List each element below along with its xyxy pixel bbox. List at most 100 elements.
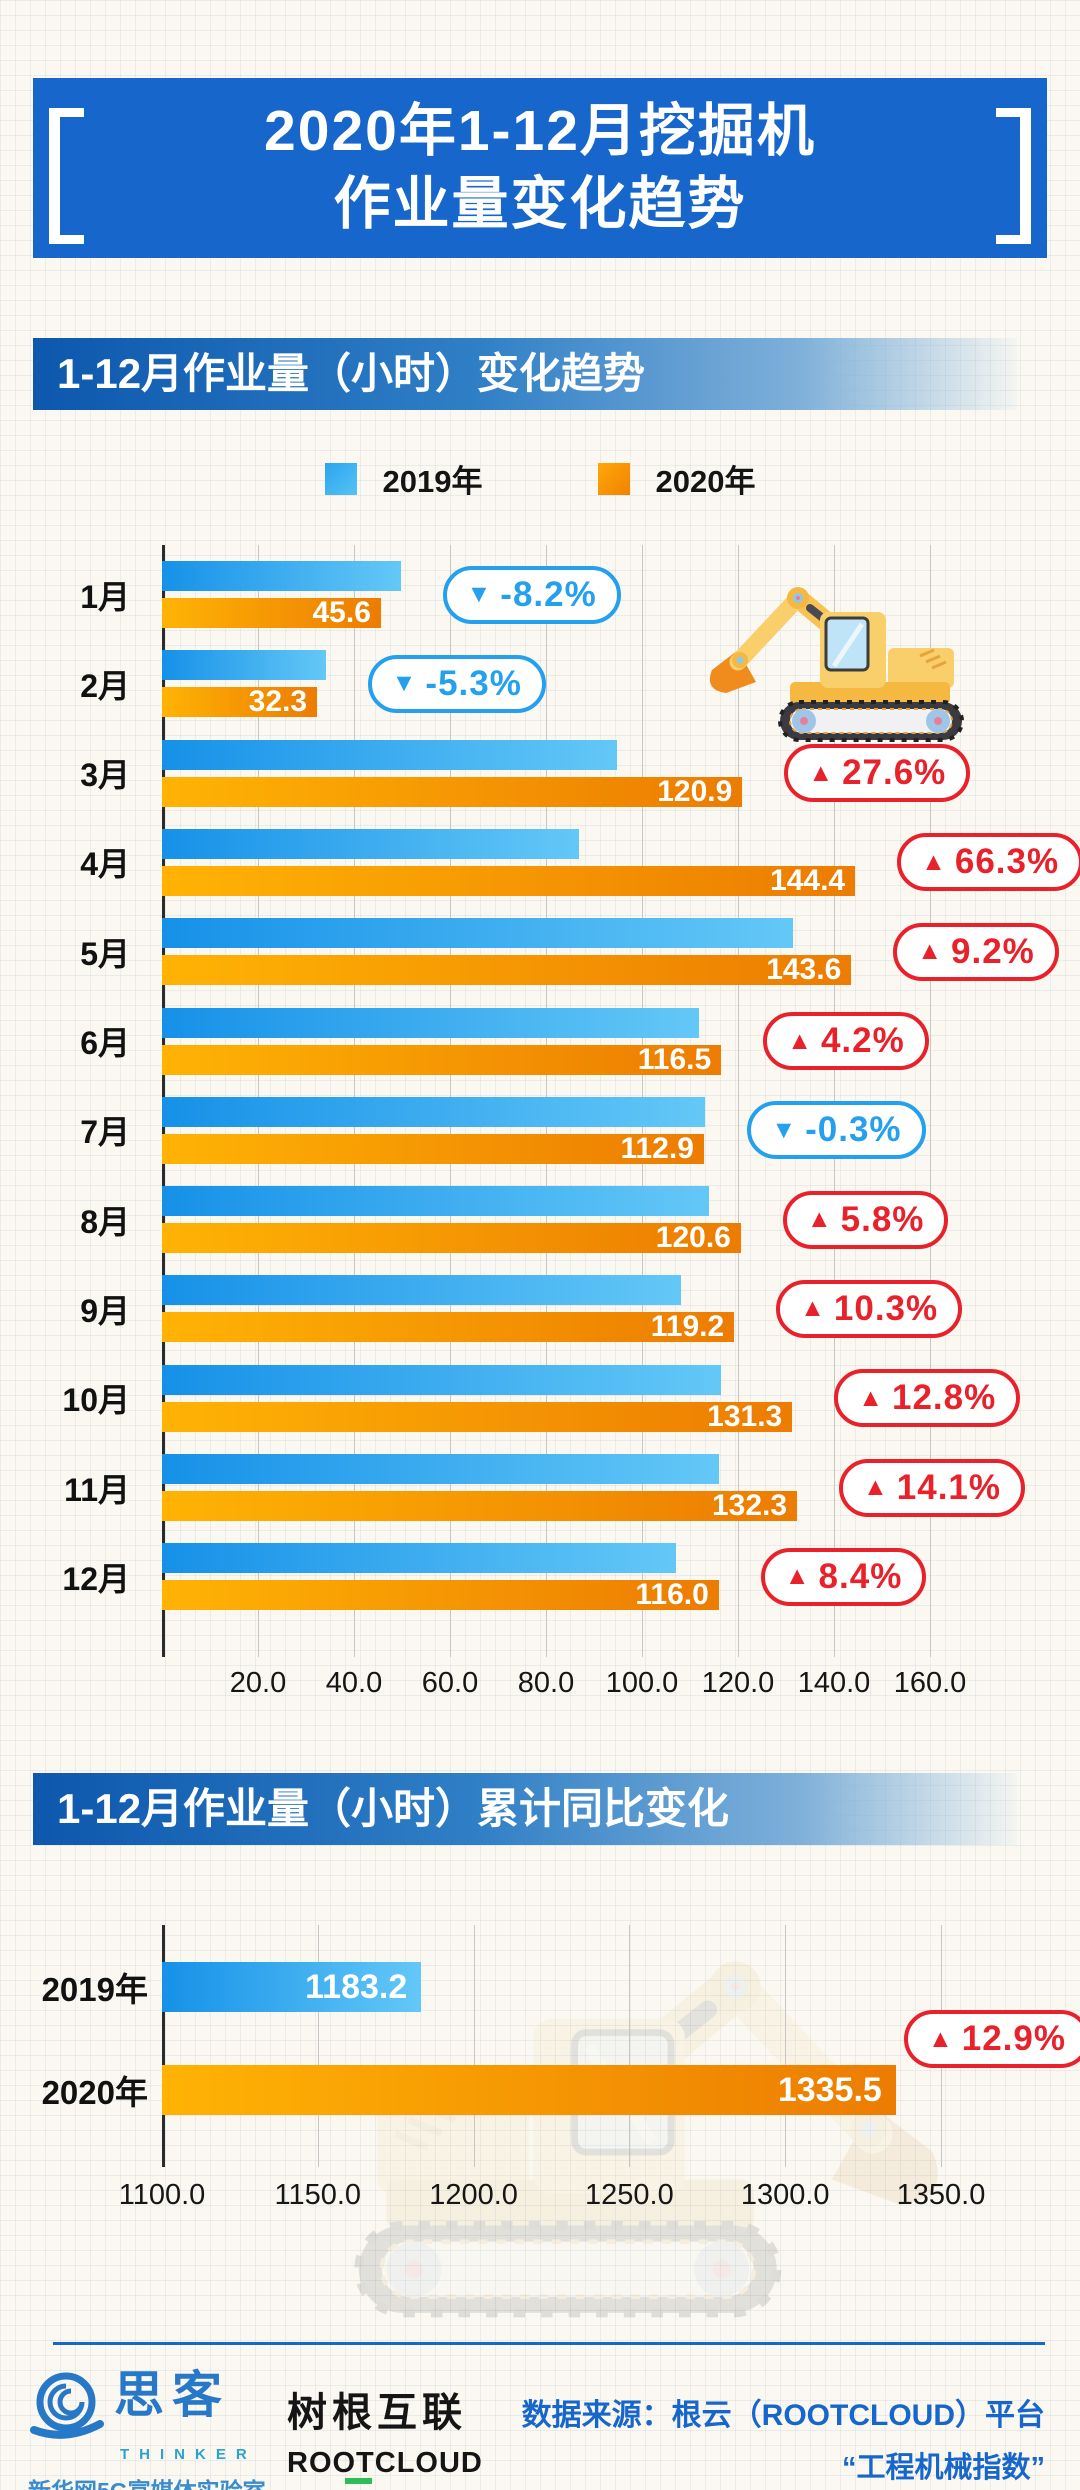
yoy-badge-3月: ▲ 27.6% [784, 744, 971, 803]
bar-2019-1月 [162, 561, 401, 591]
month-label: 10月 [62, 1382, 130, 1419]
up-triangle-icon: ▲ [784, 1562, 810, 1591]
bar-2020-11月: 132.3 [162, 1489, 798, 1522]
bar-value-label: 132.3 [711, 1489, 788, 1522]
yoy-badge-12月: ▲ 8.4% [760, 1547, 927, 1606]
bar-value-label: 120.6 [655, 1221, 731, 1255]
bar-total-2019年: 1183.2 [162, 1962, 422, 2012]
bar-value-label: 1335.5 [777, 2070, 882, 2109]
up-triangle-icon: ▲ [808, 758, 834, 787]
yoy-percent-value: 66.3% [954, 842, 1060, 882]
bar-total-2020年: 1335.5 [162, 2065, 896, 2115]
bar-value-label: 1183.2 [305, 1967, 408, 2006]
month-label: 12月 [62, 1560, 130, 1597]
cumulative-hours-chart: 1100.0 1150.0 1200.0 1250.0 1300.0 1350.0 2019… [0, 1925, 1080, 2220]
legend-item-2019: 2019年 [324, 456, 483, 501]
bar-2020-10月: 131.3 [162, 1400, 793, 1433]
bracket-left-icon [49, 108, 84, 244]
yoy-percent-value: -8.2% [500, 574, 597, 614]
bracket-right-icon [996, 108, 1031, 244]
yoy-percent-value: -5.3% [425, 663, 522, 703]
footer-divider [53, 2342, 1045, 2345]
chart1-axis-tick: 20.0 [229, 1667, 287, 1699]
down-triangle-icon: ▼ [466, 580, 492, 608]
chart2-axis-tick: 1150.0 [274, 2179, 362, 2211]
yoy-badge-11月: ▲ 14.1% [839, 1458, 1026, 1517]
bar-2019-7月 [162, 1096, 706, 1127]
legend-item-2020: 2020年 [597, 456, 755, 501]
chart1-axis-tick: 160.0 [893, 1667, 967, 1699]
bar-2020-6月: 116.5 [162, 1042, 722, 1076]
month-label: 6月 [80, 1025, 130, 1061]
chart2-gridline [785, 1925, 787, 2167]
chart1-axis-tick: 80.0 [517, 1667, 575, 1699]
bar-2019-10月 [162, 1364, 721, 1395]
chart2-axis-tick: 1100.0 [118, 2179, 206, 2211]
title-banner: 2020年1-12月挖掘机 作业量变化趋势 [33, 78, 1047, 258]
month-label: 9月 [80, 1292, 130, 1329]
chart-legend: 2019年 2020年 [0, 456, 1080, 501]
chart1-axis-tick: 40.0 [325, 1667, 383, 1699]
chart2-gridline [629, 1925, 631, 2167]
up-triangle-icon: ▲ [858, 1383, 883, 1412]
up-triangle-icon: ▲ [917, 937, 943, 966]
legend-label-2019: 2019年 [382, 464, 483, 499]
month-label: 4月 [80, 846, 130, 883]
thinker-latin-text: THINKER [120, 2446, 257, 2463]
chart1-gridline [930, 545, 931, 1657]
chart2-axis-tick: 1250.0 [585, 2179, 674, 2211]
chart2-axis-tick: 1300.0 [740, 2179, 830, 2211]
up-triangle-icon: ▲ [806, 1205, 832, 1234]
rootcloud-cn-text: 树根互联 [287, 2391, 467, 2435]
yoy-badge-9月: ▲ 10.3% [776, 1279, 963, 1338]
chart1-axis-tick: 140.0 [797, 1667, 871, 1699]
year-label: 2019年 [41, 1971, 148, 2008]
chart1-gridline [738, 545, 739, 1657]
month-label: 7月 [80, 1114, 130, 1151]
bar-2020-8月: 120.6 [162, 1221, 741, 1255]
thinker-logo-block: 思客 THINKER 新华网5G富媒体实验室 [28, 2368, 278, 2490]
bar-2019-6月 [162, 1007, 699, 1038]
down-triangle-icon: ▼ [391, 669, 417, 698]
chart2-axis-baseline [162, 1925, 165, 2167]
legend-swatch-2020-icon [597, 462, 630, 495]
yoy-badge-4月: ▲ 66.3% [897, 833, 1080, 892]
bar-2020-2月: 32.3 [162, 685, 318, 719]
yoy-badge-2月: ▼ -5.3% [367, 654, 546, 713]
month-label: 8月 [80, 1203, 130, 1240]
yoy-percent-value: 14.1% [896, 1467, 1002, 1507]
page-title-line2: 作业量变化趋势 [333, 172, 747, 236]
bar-value-label: 143.6 [766, 953, 842, 987]
thinker-org-text: 新华网5G富媒体实验室 [28, 2472, 278, 2490]
thinker-logo-text: 思客 [114, 2367, 230, 2423]
thinker-swirl-icon [30, 2372, 104, 2439]
up-triangle-icon: ▲ [787, 1026, 812, 1055]
chart1-axis-tick: 100.0 [605, 1667, 679, 1699]
bar-2020-12月: 116.0 [162, 1578, 719, 1611]
bar-2020-9月: 119.2 [162, 1310, 735, 1343]
chart2-gridline [317, 1925, 319, 2167]
section2-header: 1-12月作业量（小时）累计同比变化 [33, 1773, 1017, 1845]
bar-value-label: 32.3 [248, 685, 308, 719]
yoy-badge-7月: ▼ -0.3% [747, 1101, 926, 1160]
month-label: 2月 [80, 667, 130, 704]
yoy-percent-value: 4.2% [820, 1021, 905, 1060]
yoy-percent-value: 10.3% [833, 1288, 939, 1328]
yoy-badge-6月: ▲ 4.2% [763, 1012, 929, 1070]
data-source-line2: “工程机械指数” [841, 2452, 1045, 2484]
yoy-percent-value: 12.8% [891, 1378, 997, 1418]
page-title-line1: 2020年1-12月挖掘机 [264, 99, 816, 164]
bar-2019-4月 [162, 828, 579, 859]
bar-2019-8月 [162, 1186, 710, 1217]
yoy-percent-value: 5.8% [840, 1199, 925, 1239]
up-triangle-icon: ▲ [863, 1473, 888, 1501]
excavator-illustration [698, 582, 968, 747]
yoy-badge-10月: ▲ 12.8% [834, 1369, 1021, 1428]
bar-2020-3月: 120.9 [162, 775, 743, 808]
bar-value-label: 144.4 [770, 863, 846, 897]
bar-2019-12月 [162, 1543, 676, 1574]
yoy-percent-value: 12.9% [961, 2019, 1066, 2058]
chart1-axis-tick: 60.0 [421, 1667, 479, 1699]
bar-value-label: 116.5 [637, 1042, 712, 1076]
